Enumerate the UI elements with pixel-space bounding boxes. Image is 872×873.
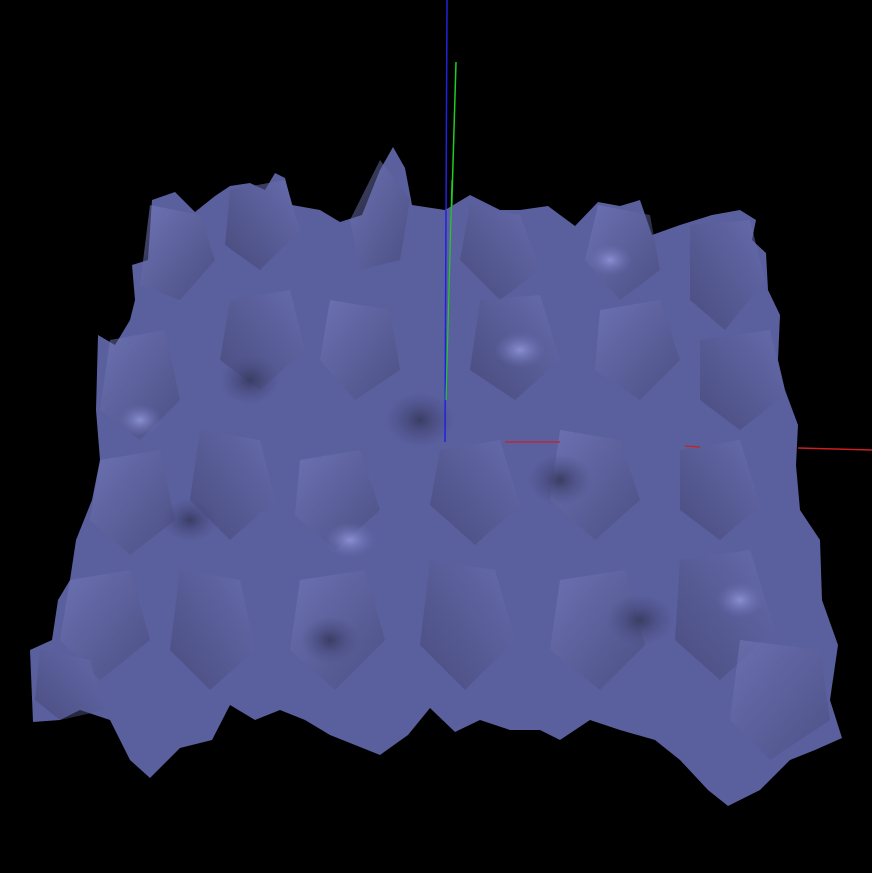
y-axis-front bbox=[445, 179, 453, 401]
x-axis-segment-2 bbox=[684, 445, 701, 448]
x-axis-segment-3 bbox=[797, 447, 872, 451]
z-axis-front bbox=[444, 209, 447, 443]
terrain-shading bbox=[35, 160, 830, 760]
